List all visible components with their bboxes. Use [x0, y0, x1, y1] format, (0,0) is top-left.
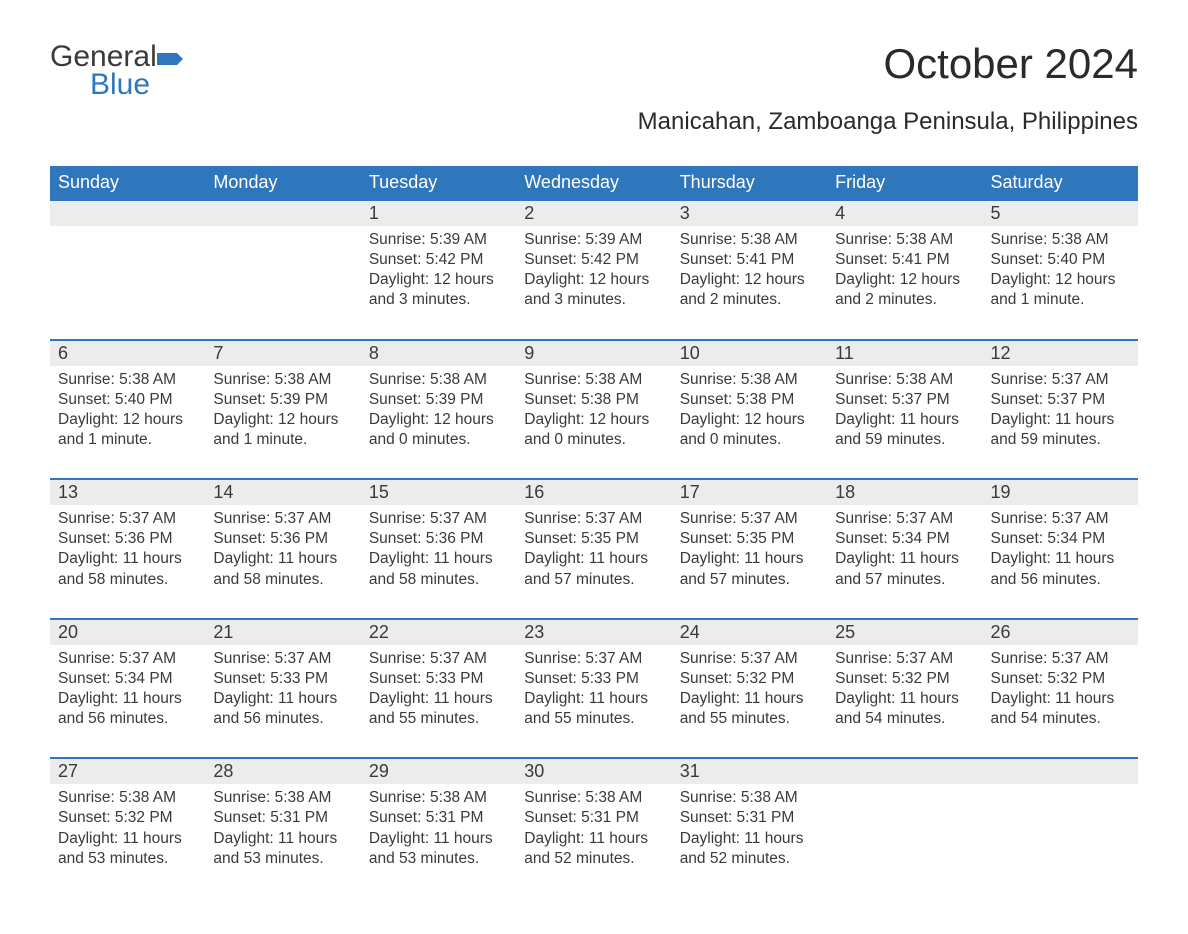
day-header: Friday [827, 166, 982, 200]
day-number: 25 [827, 619, 982, 645]
day-detail: Sunrise: 5:37 AM Sunset: 5:36 PM Dayligh… [205, 505, 360, 619]
day-number: 16 [516, 479, 671, 505]
day-number: 24 [672, 619, 827, 645]
day-number: 10 [672, 340, 827, 366]
location: Manicahan, Zamboanga Peninsula, Philippi… [638, 108, 1138, 136]
title-block: October 2024 Manicahan, Zamboanga Penins… [638, 40, 1138, 136]
day-detail: Sunrise: 5:38 AM Sunset: 5:31 PM Dayligh… [205, 784, 360, 894]
calendar-table: Sunday Monday Tuesday Wednesday Thursday… [50, 166, 1138, 894]
day-detail: Sunrise: 5:37 AM Sunset: 5:35 PM Dayligh… [516, 505, 671, 619]
day-detail-row: Sunrise: 5:38 AM Sunset: 5:32 PM Dayligh… [50, 784, 1138, 894]
header: General Blue October 2024 Manicahan, Zam… [50, 40, 1138, 136]
day-number: 23 [516, 619, 671, 645]
day-number: 1 [361, 200, 516, 226]
day-header: Saturday [983, 166, 1138, 200]
day-number: 29 [361, 758, 516, 784]
day-number: 13 [50, 479, 205, 505]
day-header: Monday [205, 166, 360, 200]
day-detail-row: Sunrise: 5:38 AM Sunset: 5:40 PM Dayligh… [50, 366, 1138, 480]
day-number [205, 200, 360, 226]
day-number: 19 [983, 479, 1138, 505]
day-number-row: 12345 [50, 200, 1138, 226]
day-number [50, 200, 205, 226]
day-number: 9 [516, 340, 671, 366]
day-number: 7 [205, 340, 360, 366]
day-number: 14 [205, 479, 360, 505]
day-number [983, 758, 1138, 784]
day-detail: Sunrise: 5:37 AM Sunset: 5:34 PM Dayligh… [827, 505, 982, 619]
day-number: 31 [672, 758, 827, 784]
day-detail: Sunrise: 5:38 AM Sunset: 5:38 PM Dayligh… [672, 366, 827, 480]
day-number: 3 [672, 200, 827, 226]
day-detail [205, 226, 360, 340]
day-detail: Sunrise: 5:38 AM Sunset: 5:38 PM Dayligh… [516, 366, 671, 480]
month-title: October 2024 [638, 40, 1138, 88]
day-detail [50, 226, 205, 340]
day-detail: Sunrise: 5:37 AM Sunset: 5:36 PM Dayligh… [50, 505, 205, 619]
day-detail: Sunrise: 5:38 AM Sunset: 5:32 PM Dayligh… [50, 784, 205, 894]
day-number: 22 [361, 619, 516, 645]
day-detail: Sunrise: 5:38 AM Sunset: 5:40 PM Dayligh… [983, 226, 1138, 340]
day-detail: Sunrise: 5:37 AM Sunset: 5:36 PM Dayligh… [361, 505, 516, 619]
day-detail: Sunrise: 5:37 AM Sunset: 5:32 PM Dayligh… [827, 645, 982, 759]
day-detail: Sunrise: 5:37 AM Sunset: 5:37 PM Dayligh… [983, 366, 1138, 480]
day-number: 20 [50, 619, 205, 645]
day-detail: Sunrise: 5:38 AM Sunset: 5:40 PM Dayligh… [50, 366, 205, 480]
day-number: 4 [827, 200, 982, 226]
day-number: 30 [516, 758, 671, 784]
day-number: 28 [205, 758, 360, 784]
logo-flag-icon [157, 49, 189, 69]
day-detail: Sunrise: 5:37 AM Sunset: 5:33 PM Dayligh… [205, 645, 360, 759]
day-detail-row: Sunrise: 5:39 AM Sunset: 5:42 PM Dayligh… [50, 226, 1138, 340]
day-number: 8 [361, 340, 516, 366]
day-detail-row: Sunrise: 5:37 AM Sunset: 5:36 PM Dayligh… [50, 505, 1138, 619]
day-detail: Sunrise: 5:38 AM Sunset: 5:31 PM Dayligh… [361, 784, 516, 894]
day-detail [983, 784, 1138, 894]
day-detail: Sunrise: 5:37 AM Sunset: 5:33 PM Dayligh… [361, 645, 516, 759]
day-number [827, 758, 982, 784]
day-header: Tuesday [361, 166, 516, 200]
day-detail [827, 784, 982, 894]
calendar-header-row: Sunday Monday Tuesday Wednesday Thursday… [50, 166, 1138, 200]
day-number: 5 [983, 200, 1138, 226]
day-detail: Sunrise: 5:38 AM Sunset: 5:31 PM Dayligh… [672, 784, 827, 894]
day-detail: Sunrise: 5:38 AM Sunset: 5:39 PM Dayligh… [205, 366, 360, 480]
day-detail: Sunrise: 5:37 AM Sunset: 5:35 PM Dayligh… [672, 505, 827, 619]
logo-text-blue: Blue [90, 68, 189, 102]
day-number-row: 6789101112 [50, 340, 1138, 366]
day-detail: Sunrise: 5:37 AM Sunset: 5:34 PM Dayligh… [50, 645, 205, 759]
day-header: Sunday [50, 166, 205, 200]
day-detail: Sunrise: 5:38 AM Sunset: 5:31 PM Dayligh… [516, 784, 671, 894]
day-number: 11 [827, 340, 982, 366]
day-header: Wednesday [516, 166, 671, 200]
logo: General Blue [50, 40, 189, 102]
day-detail: Sunrise: 5:37 AM Sunset: 5:34 PM Dayligh… [983, 505, 1138, 619]
day-header: Thursday [672, 166, 827, 200]
day-number: 15 [361, 479, 516, 505]
day-number-row: 2728293031 [50, 758, 1138, 784]
day-number: 26 [983, 619, 1138, 645]
day-number: 6 [50, 340, 205, 366]
day-number: 21 [205, 619, 360, 645]
day-detail: Sunrise: 5:38 AM Sunset: 5:41 PM Dayligh… [827, 226, 982, 340]
day-detail: Sunrise: 5:39 AM Sunset: 5:42 PM Dayligh… [516, 226, 671, 340]
day-number: 17 [672, 479, 827, 505]
day-detail: Sunrise: 5:38 AM Sunset: 5:37 PM Dayligh… [827, 366, 982, 480]
day-number: 2 [516, 200, 671, 226]
day-number: 27 [50, 758, 205, 784]
day-detail: Sunrise: 5:38 AM Sunset: 5:39 PM Dayligh… [361, 366, 516, 480]
day-detail: Sunrise: 5:37 AM Sunset: 5:33 PM Dayligh… [516, 645, 671, 759]
day-number: 12 [983, 340, 1138, 366]
day-detail: Sunrise: 5:38 AM Sunset: 5:41 PM Dayligh… [672, 226, 827, 340]
day-detail: Sunrise: 5:37 AM Sunset: 5:32 PM Dayligh… [672, 645, 827, 759]
day-detail: Sunrise: 5:37 AM Sunset: 5:32 PM Dayligh… [983, 645, 1138, 759]
day-detail: Sunrise: 5:39 AM Sunset: 5:42 PM Dayligh… [361, 226, 516, 340]
day-detail-row: Sunrise: 5:37 AM Sunset: 5:34 PM Dayligh… [50, 645, 1138, 759]
day-number-row: 13141516171819 [50, 479, 1138, 505]
day-number: 18 [827, 479, 982, 505]
day-number-row: 20212223242526 [50, 619, 1138, 645]
